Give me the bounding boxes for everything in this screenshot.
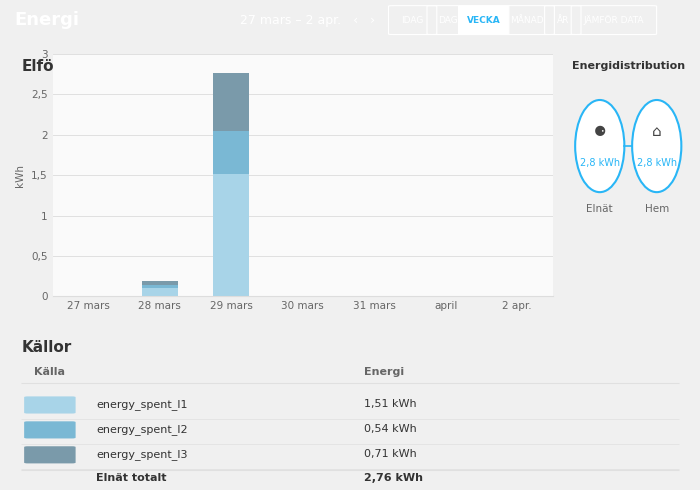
Text: energy_spent_l3: energy_spent_l3 [96, 449, 188, 460]
Text: DAG: DAG [438, 16, 458, 24]
Circle shape [632, 100, 681, 192]
Text: JÄMFÖR DATA: JÄMFÖR DATA [584, 15, 644, 25]
Text: 0,54 kWh: 0,54 kWh [364, 424, 416, 434]
Text: Elnät: Elnät [587, 204, 613, 214]
Bar [142, 281, 178, 285]
Circle shape [575, 100, 624, 192]
Text: Energidistribution: Energidistribution [572, 61, 685, 71]
Text: Källa: Källa [34, 367, 65, 377]
Text: Elförbrukning: Elförbrukning [22, 59, 139, 74]
Bar [142, 288, 178, 296]
Text: Energi: Energi [14, 11, 79, 29]
Bar [214, 131, 249, 174]
Text: Källor: Källor [22, 340, 72, 355]
Text: 1,51 kWh: 1,51 kWh [364, 399, 416, 409]
Text: Energi: Energi [364, 367, 404, 377]
Text: energy_spent_l1: energy_spent_l1 [96, 399, 188, 410]
Text: IDAG: IDAG [402, 16, 424, 24]
Text: Hem: Hem [645, 204, 669, 214]
Text: MÅNAD: MÅNAD [510, 16, 544, 24]
Bar [214, 74, 249, 131]
FancyBboxPatch shape [24, 421, 76, 439]
Text: 27 mars – 2 apr.   ‹   ›: 27 mars – 2 apr. ‹ › [240, 14, 376, 26]
Text: ⌂: ⌂ [652, 124, 662, 139]
Text: VECKA: VECKA [467, 16, 500, 24]
Text: 2,8 kWh: 2,8 kWh [637, 158, 677, 168]
Text: 2,76 kWh: 2,76 kWh [364, 473, 423, 483]
Y-axis label: kWh: kWh [15, 164, 25, 187]
Text: ÅR: ÅR [556, 16, 569, 24]
Bar [142, 285, 178, 288]
FancyBboxPatch shape [24, 396, 76, 414]
Bar [214, 174, 249, 296]
Text: 0,71 kWh: 0,71 kWh [364, 449, 416, 459]
FancyBboxPatch shape [24, 446, 76, 464]
FancyBboxPatch shape [458, 5, 509, 35]
Text: energy_spent_l2: energy_spent_l2 [96, 424, 188, 435]
Text: ⚈: ⚈ [594, 124, 606, 139]
Text: 2,8 kWh: 2,8 kWh [580, 158, 620, 168]
Text: Elnät totalt: Elnät totalt [96, 473, 167, 483]
